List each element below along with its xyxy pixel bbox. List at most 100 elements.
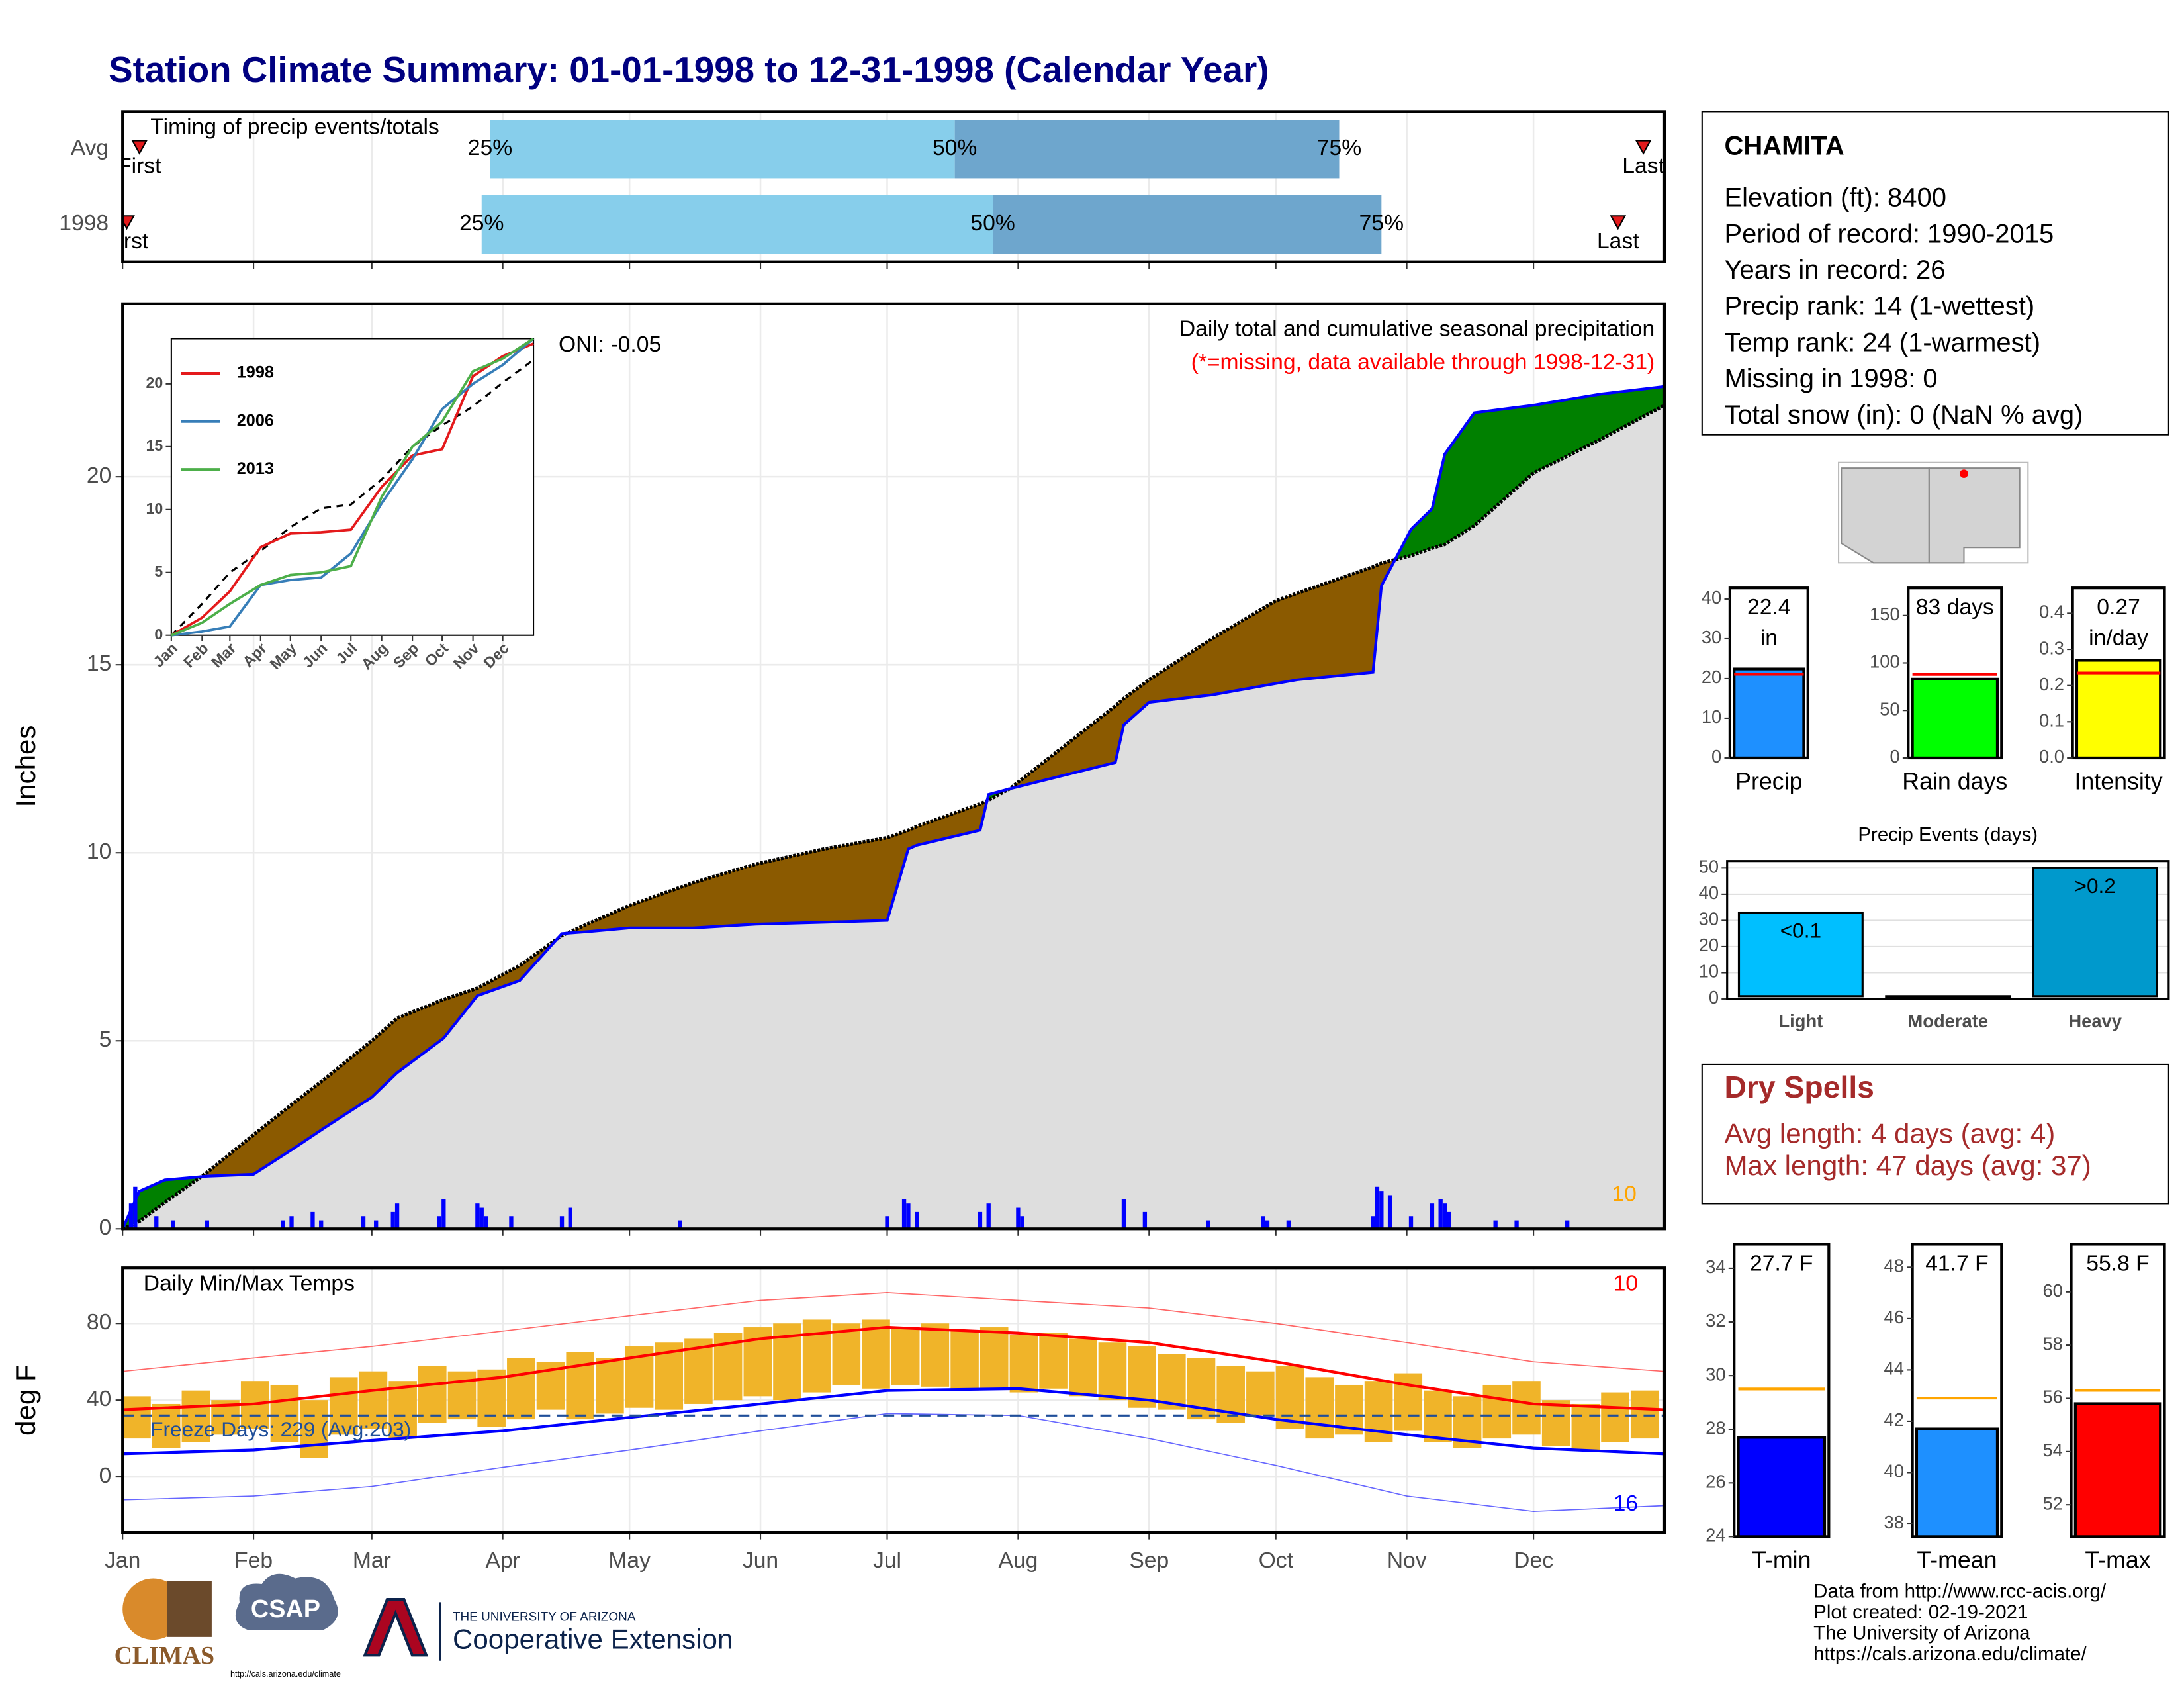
value-label: 41.7 F — [1925, 1252, 1989, 1276]
temp-bar — [418, 1365, 447, 1423]
value-label: 0.27 in/day — [2089, 596, 2149, 651]
y-tick-label: 56 — [2042, 1387, 2062, 1407]
daily-precip-bar — [1379, 1191, 1384, 1229]
bar — [1915, 1427, 1999, 1538]
category-label: T-min — [1752, 1547, 1811, 1573]
x-tick-label: Jan — [105, 1548, 140, 1573]
y-tick-label: 30 — [1699, 909, 1719, 929]
event-label: First — [105, 229, 149, 254]
y-axis-label: deg F — [10, 1364, 41, 1436]
x-tick-label: Jul — [873, 1548, 901, 1573]
page-title: Station Climate Summary: 01-01-1998 to 1… — [109, 49, 1269, 90]
chart-note: (*=missing, data available through 1998-… — [1191, 350, 1655, 375]
y-tick-label: 5 — [99, 1027, 112, 1052]
daily-precip-bar — [1016, 1207, 1021, 1229]
y-tick-label: 28 — [1706, 1417, 1725, 1438]
temp-bar — [270, 1384, 299, 1442]
daily-precip-bar — [374, 1220, 379, 1229]
daily-precip-bar — [1442, 1203, 1447, 1229]
temp-bar — [1512, 1381, 1541, 1435]
record-max-line — [122, 1292, 1665, 1372]
x-tick-label: Nov — [1387, 1548, 1427, 1573]
y-tick-label: 20 — [1702, 667, 1721, 687]
y-tick-label: 0 — [99, 1215, 112, 1240]
daily-precip-bar — [906, 1203, 911, 1229]
y-tick-label: 26 — [1706, 1472, 1725, 1492]
y-tick-label: 60 — [2042, 1280, 2062, 1301]
temp-bar — [388, 1381, 417, 1439]
station-line: Missing in 1998: 0 — [1724, 364, 1937, 393]
temp-bar — [1601, 1392, 1629, 1442]
y-tick-label: 48 — [1884, 1256, 1904, 1276]
temp-bar — [979, 1327, 1009, 1389]
footer-line: Data from http://www.rcc-acis.org/ — [1813, 1580, 2107, 1602]
category-label: Rain days — [1902, 768, 2007, 794]
quantile-label: 25% — [468, 136, 512, 160]
quantile-label: 50% — [970, 211, 1015, 236]
daily-precip-bar — [1565, 1220, 1570, 1229]
y-tick-label: 30 — [1702, 627, 1721, 647]
temp-bar — [1158, 1354, 1186, 1410]
y-tick-label: 40 — [1699, 882, 1719, 903]
panel-border — [1726, 860, 2170, 1000]
daily-precip-bar — [559, 1216, 565, 1229]
value-label-box: 0.27 in/day — [2089, 596, 2149, 651]
daily-precip-bar — [441, 1199, 446, 1229]
temp-bar — [1541, 1400, 1570, 1446]
x-tick-label: Sep — [1129, 1548, 1169, 1573]
bin-label: >0.2 — [2075, 874, 2116, 898]
daily-precip-bar — [901, 1199, 907, 1229]
event-marker — [1635, 140, 1652, 155]
daily-precip-bar — [1375, 1186, 1380, 1229]
y-tick-label: 80 — [87, 1310, 111, 1335]
timing-title: Timing of precip events/totals — [150, 115, 439, 140]
daily-precip-bar — [1261, 1216, 1265, 1229]
bar — [2073, 1402, 2162, 1538]
y-tick-label: 0.2 — [2039, 674, 2064, 694]
bar — [2075, 659, 2162, 760]
dry-spells-box — [1701, 1063, 2169, 1205]
legend-label: 1998 — [237, 363, 274, 382]
footer-line: Plot created: 02-19-2021 — [1813, 1601, 2028, 1623]
observed-line — [121, 385, 1665, 1230]
category-label: T-mean — [1917, 1547, 1997, 1573]
x-tick-label: Jun — [743, 1548, 778, 1573]
chart-title: Daily Min/Max Temps — [144, 1271, 355, 1295]
event-marker — [1610, 215, 1627, 230]
temp-bar — [1482, 1384, 1512, 1439]
daily-precip-bar — [483, 1216, 488, 1229]
temp-bar — [1246, 1371, 1275, 1416]
low-count-label: 16 — [1614, 1491, 1638, 1516]
y-tick-label: 10 — [87, 839, 111, 864]
quantile-label: 50% — [933, 136, 977, 160]
y-tick-label: 20 — [146, 374, 163, 391]
avg-min-line — [122, 1387, 1665, 1456]
value-label: 55.8 F — [2086, 1252, 2150, 1276]
series-line — [171, 338, 535, 637]
quantile-label: 75% — [1317, 136, 1361, 160]
temp-bar — [802, 1319, 831, 1393]
y-tick-label: 0.4 — [2039, 602, 2064, 622]
y-tick-label: 0 — [1889, 746, 1899, 767]
daily-precip-bar — [885, 1216, 889, 1229]
panel-border — [121, 1266, 1666, 1534]
row-label: 1998 — [59, 211, 109, 236]
daily-precip-bar — [289, 1216, 294, 1229]
bar — [1911, 677, 1999, 760]
value-label: 27.7 F — [1750, 1252, 1813, 1276]
temp-bar — [862, 1319, 890, 1389]
station-line: Temp rank: 24 (1-warmest) — [1724, 328, 2040, 357]
daily-precip-bar — [475, 1203, 480, 1229]
temp-bar — [1009, 1335, 1038, 1393]
row-label: Avg — [71, 136, 109, 160]
dry-spells-line: Avg length: 4 days (avg: 4) — [1724, 1117, 2055, 1149]
legend-label: 2013 — [237, 459, 274, 478]
event-label: Last — [1597, 229, 1639, 254]
temp-bar — [1275, 1365, 1304, 1429]
series-line — [170, 342, 534, 637]
y-tick-label: 42 — [1884, 1409, 1904, 1430]
oni-label: ONI: -0.05 — [559, 332, 661, 357]
temp-bar — [1039, 1333, 1068, 1389]
daily-precip-bar — [479, 1207, 484, 1229]
value-label-box: 83 days — [1916, 596, 1994, 620]
